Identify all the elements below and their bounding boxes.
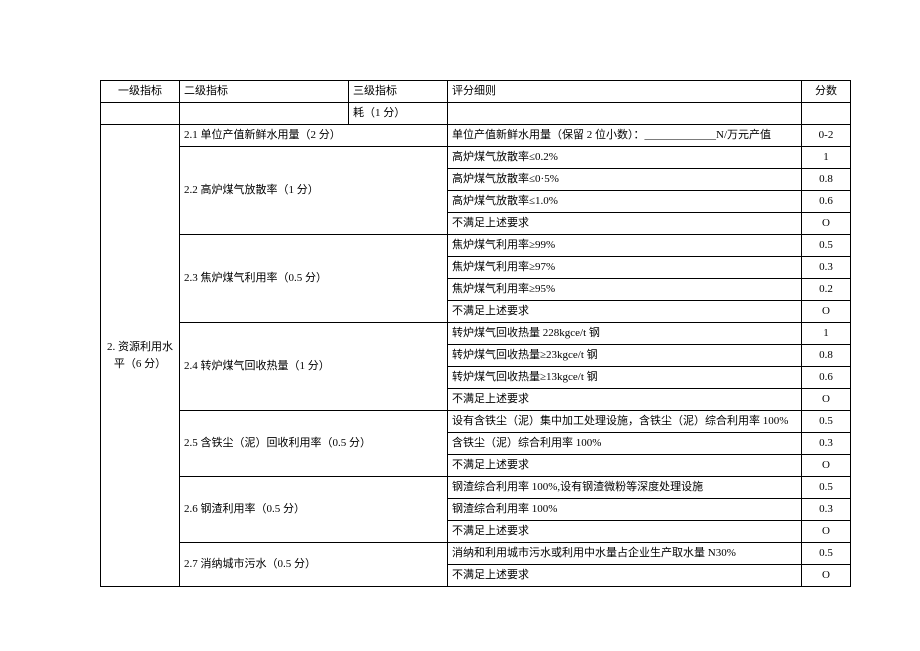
score-cell: O — [802, 521, 851, 543]
rule-cell: 高炉煤气放散率≤0·5% — [448, 169, 802, 191]
rule-cell: 转炉煤气回收热量≥23kgce/t 钢 — [448, 345, 802, 367]
score-cell: O — [802, 565, 851, 587]
rule-cell: 不满足上述要求 — [448, 521, 802, 543]
rule-cell: 焦炉煤气利用率≥99% — [448, 235, 802, 257]
score-cell: 0.8 — [802, 169, 851, 191]
rule-cell: 焦炉煤气利用率≥95% — [448, 279, 802, 301]
score-cell: 0-2 — [802, 125, 851, 147]
score-cell: 0.8 — [802, 345, 851, 367]
level2-cell: 2.3 焦炉煤气利用率（0.5 分） — [180, 235, 448, 323]
score-cell: 0.5 — [802, 235, 851, 257]
pre-c5 — [802, 103, 851, 125]
level2-cell: 2.4 转炉煤气回收热量（1 分） — [180, 323, 448, 411]
rule-cell: 钢渣综合利用率 100% — [448, 499, 802, 521]
rule-cell: 高炉煤气放散率≤0.2% — [448, 147, 802, 169]
level2-cell: 2.1 单位产值新鲜水用量（2 分） — [180, 125, 448, 147]
level2-cell: 2.6 钢渣利用率（0.5 分） — [180, 477, 448, 543]
rule-cell: 设有含铁尘（泥）集中加工处理设施，含铁尘（泥）综合利用率 100% — [448, 411, 802, 433]
pre-row: 耗（1 分） — [101, 103, 851, 125]
pre-c3: 耗（1 分） — [349, 103, 448, 125]
score-cell: O — [802, 301, 851, 323]
score-cell: 1 — [802, 323, 851, 345]
level2-cell: 2.5 含铁尘（泥）回收利用率（0.5 分） — [180, 411, 448, 477]
table-row: 2.3 焦炉煤气利用率（0.5 分）焦炉煤气利用率≥99%0.5 — [101, 235, 851, 257]
score-cell: 0.3 — [802, 499, 851, 521]
header-lvl3: 三级指标 — [349, 81, 448, 103]
rule-cell: 不满足上述要求 — [448, 213, 802, 235]
score-cell: 0.6 — [802, 191, 851, 213]
rule-cell: 焦炉煤气利用率≥97% — [448, 257, 802, 279]
score-cell: 0.2 — [802, 279, 851, 301]
pre-c4 — [448, 103, 802, 125]
header-score: 分数 — [802, 81, 851, 103]
score-cell: 0.5 — [802, 543, 851, 565]
level2-cell: 2.2 高炉煤气放散率（1 分） — [180, 147, 448, 235]
table-row: 2.6 钢渣利用率（0.5 分）钢渣综合利用率 100%,设有钢渣微粉等深度处理… — [101, 477, 851, 499]
table-row: 2.7 消纳城市污水（0.5 分）消纳和利用城市污水或利用中水量占企业生产取水量… — [101, 543, 851, 565]
rule-cell: 不满足上述要求 — [448, 455, 802, 477]
header-rule: 评分细则 — [448, 81, 802, 103]
rule-cell: 高炉煤气放散率≤1.0% — [448, 191, 802, 213]
score-cell: O — [802, 213, 851, 235]
score-cell: 1 — [802, 147, 851, 169]
score-cell: O — [802, 455, 851, 477]
rule-cell: 单位产值新鲜水用量（保留 2 位小数）：_____________N/万元产值 — [448, 125, 802, 147]
header-lvl1: 一级指标 — [101, 81, 180, 103]
score-cell: 0.5 — [802, 411, 851, 433]
rule-cell: 不满足上述要求 — [448, 565, 802, 587]
level2-cell: 2.7 消纳城市污水（0.5 分） — [180, 543, 448, 587]
rule-cell: 转炉煤气回收热量≥13kgce/t 钢 — [448, 367, 802, 389]
table-row: 2. 资源利用水平（6 分）2.1 单位产值新鲜水用量（2 分）单位产值新鲜水用… — [101, 125, 851, 147]
scoring-table: 一级指标 二级指标 三级指标 评分细则 分数 耗（1 分） 2. 资源利用水平（… — [100, 80, 851, 587]
rule-cell: 含铁尘（泥）综合利用率 100% — [448, 433, 802, 455]
header-lvl2: 二级指标 — [180, 81, 349, 103]
score-cell: 0.3 — [802, 433, 851, 455]
table-row: 2.4 转炉煤气回收热量（1 分）转炉煤气回收热量 228kgce/t 钢1 — [101, 323, 851, 345]
score-cell: 0.5 — [802, 477, 851, 499]
score-cell: O — [802, 389, 851, 411]
pre-c2 — [180, 103, 349, 125]
rule-cell: 消纳和利用城市污水或利用中水量占企业生产取水量 N30% — [448, 543, 802, 565]
table-row: 2.5 含铁尘（泥）回收利用率（0.5 分）设有含铁尘（泥）集中加工处理设施，含… — [101, 411, 851, 433]
score-cell: 0.3 — [802, 257, 851, 279]
rule-cell: 不满足上述要求 — [448, 389, 802, 411]
header-row: 一级指标 二级指标 三级指标 评分细则 分数 — [101, 81, 851, 103]
rule-cell: 不满足上述要求 — [448, 301, 802, 323]
table-row: 2.2 高炉煤气放散率（1 分）高炉煤气放散率≤0.2%1 — [101, 147, 851, 169]
rule-cell: 钢渣综合利用率 100%,设有钢渣微粉等深度处理设施 — [448, 477, 802, 499]
level1-cell: 2. 资源利用水平（6 分） — [101, 125, 180, 587]
rule-cell: 转炉煤气回收热量 228kgce/t 钢 — [448, 323, 802, 345]
pre-c1 — [101, 103, 180, 125]
score-cell: 0.6 — [802, 367, 851, 389]
